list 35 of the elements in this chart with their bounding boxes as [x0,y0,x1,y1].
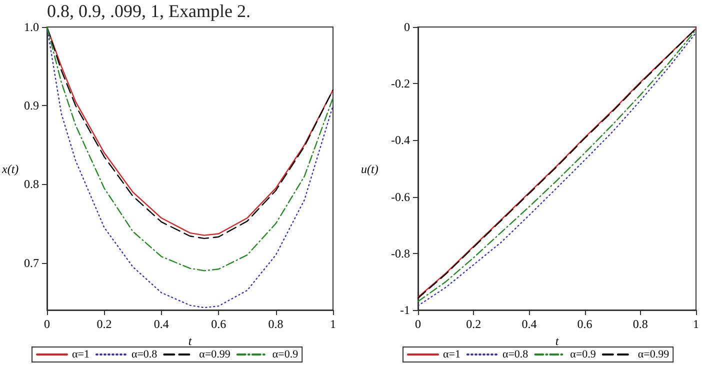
x-tick-label: 0.4 [154,317,169,331]
y-tick-label: -0.6 [391,190,410,204]
legend-label: α=0.9 [570,348,596,360]
x-tick-label: 0.6 [577,317,592,331]
legend-label: α=0.99 [638,348,670,360]
x-tick-label: 0 [44,317,50,331]
x-tick-label: 0 [415,317,421,331]
legend-label: α=1 [443,348,460,360]
legend-label: α=0.9 [272,348,299,360]
y-axis-title: x(t) [1,162,19,176]
x-tick-label: 0.2 [466,317,482,331]
x-axis-title: t [555,334,560,348]
y-tick-label: 0.9 [24,98,39,113]
x-tick-label: 1 [693,317,699,331]
y-tick-label: 0.8 [24,177,39,192]
legend-label: α=1 [72,348,90,360]
x-tick-label: 0.4 [522,317,537,331]
y-tick-label: -1 [400,303,410,317]
x-tick-label: 0.8 [268,317,284,331]
x-axis-title: t [188,334,192,348]
x-tick-label: 0.2 [96,317,112,331]
text: 0.8, 0.9, .099, 1, Example 2. [47,1,250,21]
y-tick-label: -0.2 [391,76,410,91]
y-tick-label: -0.8 [391,246,410,260]
x-tick-label: 1 [330,317,336,331]
y-tick-label: 0.7 [24,256,39,270]
y-tick-label: -0.4 [391,133,410,148]
y-axis-title: u(t) [361,162,378,176]
x-tick-label: 0.8 [632,317,648,331]
legend-label: α=0.8 [502,348,529,360]
x-tick-label: 0.6 [211,317,226,331]
y-tick-label: 0 [404,20,410,34]
legend-label: α=0.8 [131,348,158,360]
legend-label: α=0.99 [199,348,231,360]
y-tick-label: 1.0 [24,20,39,34]
